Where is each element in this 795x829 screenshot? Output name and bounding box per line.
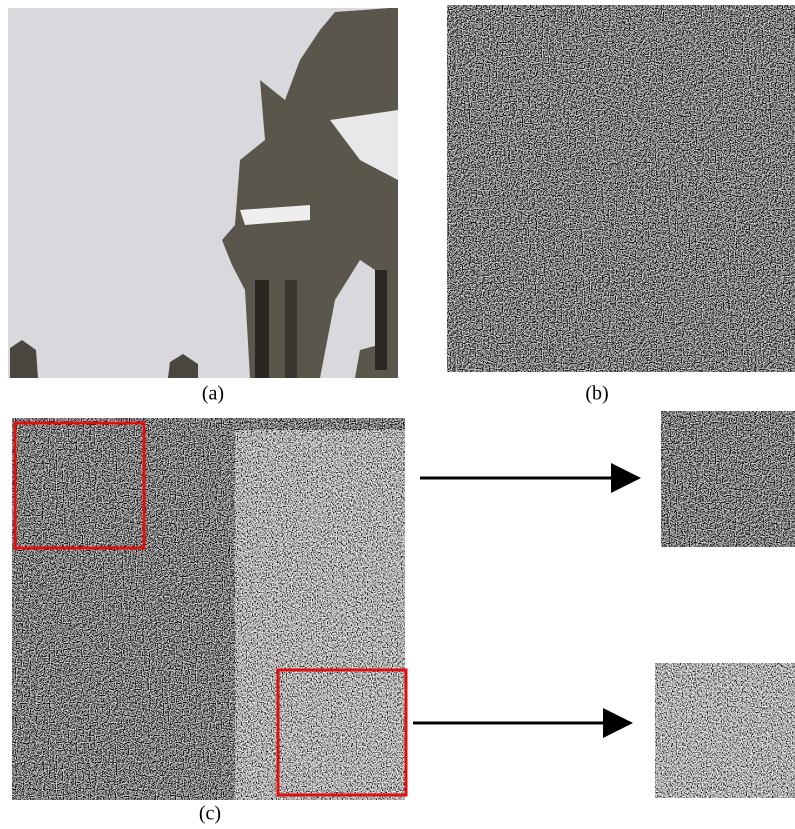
- figure: (a) (b) (c): [0, 0, 795, 829]
- photo-a: [8, 8, 398, 378]
- figure-page: (a) (b) (c) (() => { const data = JSON.p…: [0, 0, 795, 829]
- crop-image: [655, 663, 795, 798]
- panel-label: (c): [199, 803, 221, 825]
- panel-label: (b): [585, 383, 608, 405]
- crop-image: [661, 411, 795, 547]
- page: Figure {"panels": [{"label": "(a)"}, {"l…: [0, 0, 795, 829]
- image-c: [12, 418, 405, 800]
- panel-label: (a): [202, 383, 224, 405]
- noise-image-b: [447, 5, 795, 372]
